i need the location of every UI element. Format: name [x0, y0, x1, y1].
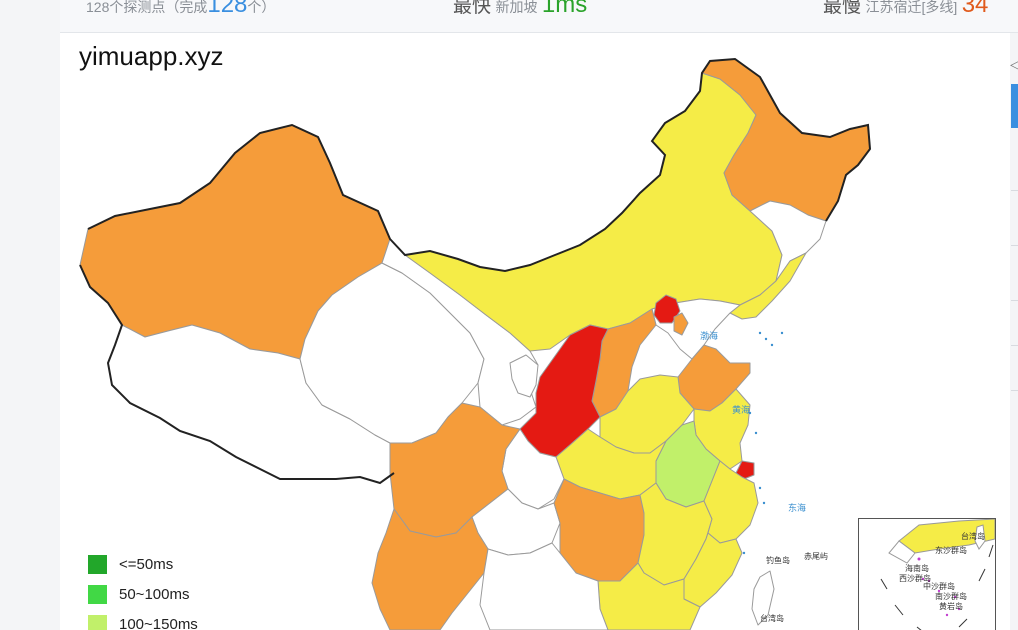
sea-label-bohai: 渤海 — [700, 332, 719, 342]
speaker-icon[interactable]: ◁ — [1010, 56, 1018, 72]
slowest-value: 34 — [961, 0, 989, 18]
inset-label-xisha: 西沙群岛 — [899, 574, 931, 583]
island-label-chiwei: 赤尾屿 — [804, 552, 828, 561]
region-shanghai[interactable] — [735, 460, 755, 480]
legend-item: 50~100ms — [88, 579, 198, 609]
divider — [1011, 345, 1018, 346]
probe-tail: 个） — [247, 0, 276, 15]
region-tianjin[interactable] — [673, 312, 689, 336]
inset-label-zhongsha: 中沙群岛 — [923, 582, 955, 591]
island-label-taiwan: 台湾岛 — [760, 614, 784, 623]
region-yunnan[interactable] — [371, 508, 489, 630]
side-panel-edge — [1010, 50, 1018, 630]
region-guangxi[interactable] — [479, 542, 609, 630]
region-ningxia[interactable] — [509, 354, 539, 398]
slowest-label: 最慢 — [823, 0, 862, 17]
southwest-border — [79, 264, 395, 485]
legend-swatch — [88, 584, 107, 604]
probe-done-count: 128 — [207, 0, 248, 18]
inset-label-taiwan: 台湾岛 — [961, 532, 985, 541]
sea-label-donghai: 东海 — [788, 504, 807, 514]
probe-count-text: 128个探测点（完成 — [86, 0, 208, 15]
latency-legend: <=50ms 50~100ms 100~150ms — [88, 549, 198, 630]
fastest-label: 最快 — [453, 0, 492, 17]
legend-label: 50~100ms — [119, 585, 190, 603]
divider — [1011, 300, 1018, 301]
inset-label-huangyan: 黄岩岛 — [939, 602, 963, 611]
fastest-value: 1ms — [541, 0, 588, 18]
stats-bar: 128个探测点（完成128个） 最快 新加坡 1ms 最慢 江苏宿迁[多线] 3… — [60, 0, 1018, 33]
legend-swatch — [88, 614, 107, 630]
slowest-location: 江苏宿迁[多线] — [865, 0, 958, 15]
ping-map-card: yimuapp.xyz — [60, 33, 1010, 630]
inset-map — [880, 519, 995, 630]
inset-label-dongsha: 东沙群岛 — [935, 546, 967, 555]
legend-swatch — [88, 554, 107, 574]
region-liaoning[interactable] — [729, 252, 807, 320]
region-taiwan[interactable] — [751, 570, 775, 626]
map-title: yimuapp.xyz — [79, 41, 224, 71]
china-map — [79, 57, 872, 630]
north-border — [87, 57, 872, 273]
south-china-sea-inset: 台湾岛 东沙群岛 海南岛 西沙群岛 中沙群岛 南沙群岛 黄岩岛 — [858, 518, 996, 630]
legend-item: 100~150ms — [88, 609, 198, 630]
fastest-summary: 最快 新加坡 1ms — [453, 0, 587, 19]
legend-label: <=50ms — [119, 555, 174, 573]
fastest-location: 新加坡 — [495, 0, 538, 15]
divider — [1011, 190, 1018, 191]
slowest-summary: 最慢 江苏宿迁[多线] 34 — [823, 0, 988, 19]
probe-summary: 128个探测点（完成128个） — [86, 0, 275, 19]
sea-label-huanghai: 黄海 — [732, 406, 751, 416]
legend-label: 100~150ms — [119, 615, 198, 630]
side-panel-tab[interactable] — [1011, 84, 1018, 128]
island-label-diaoyu: 钓鱼岛 — [766, 556, 790, 565]
divider — [1011, 390, 1018, 391]
inset-label-hainan: 海南岛 — [905, 564, 929, 573]
region-jilin[interactable] — [749, 200, 827, 282]
divider — [1011, 245, 1018, 246]
inset-label-nansha: 南沙群岛 — [935, 592, 967, 601]
legend-item: <=50ms — [88, 549, 198, 579]
